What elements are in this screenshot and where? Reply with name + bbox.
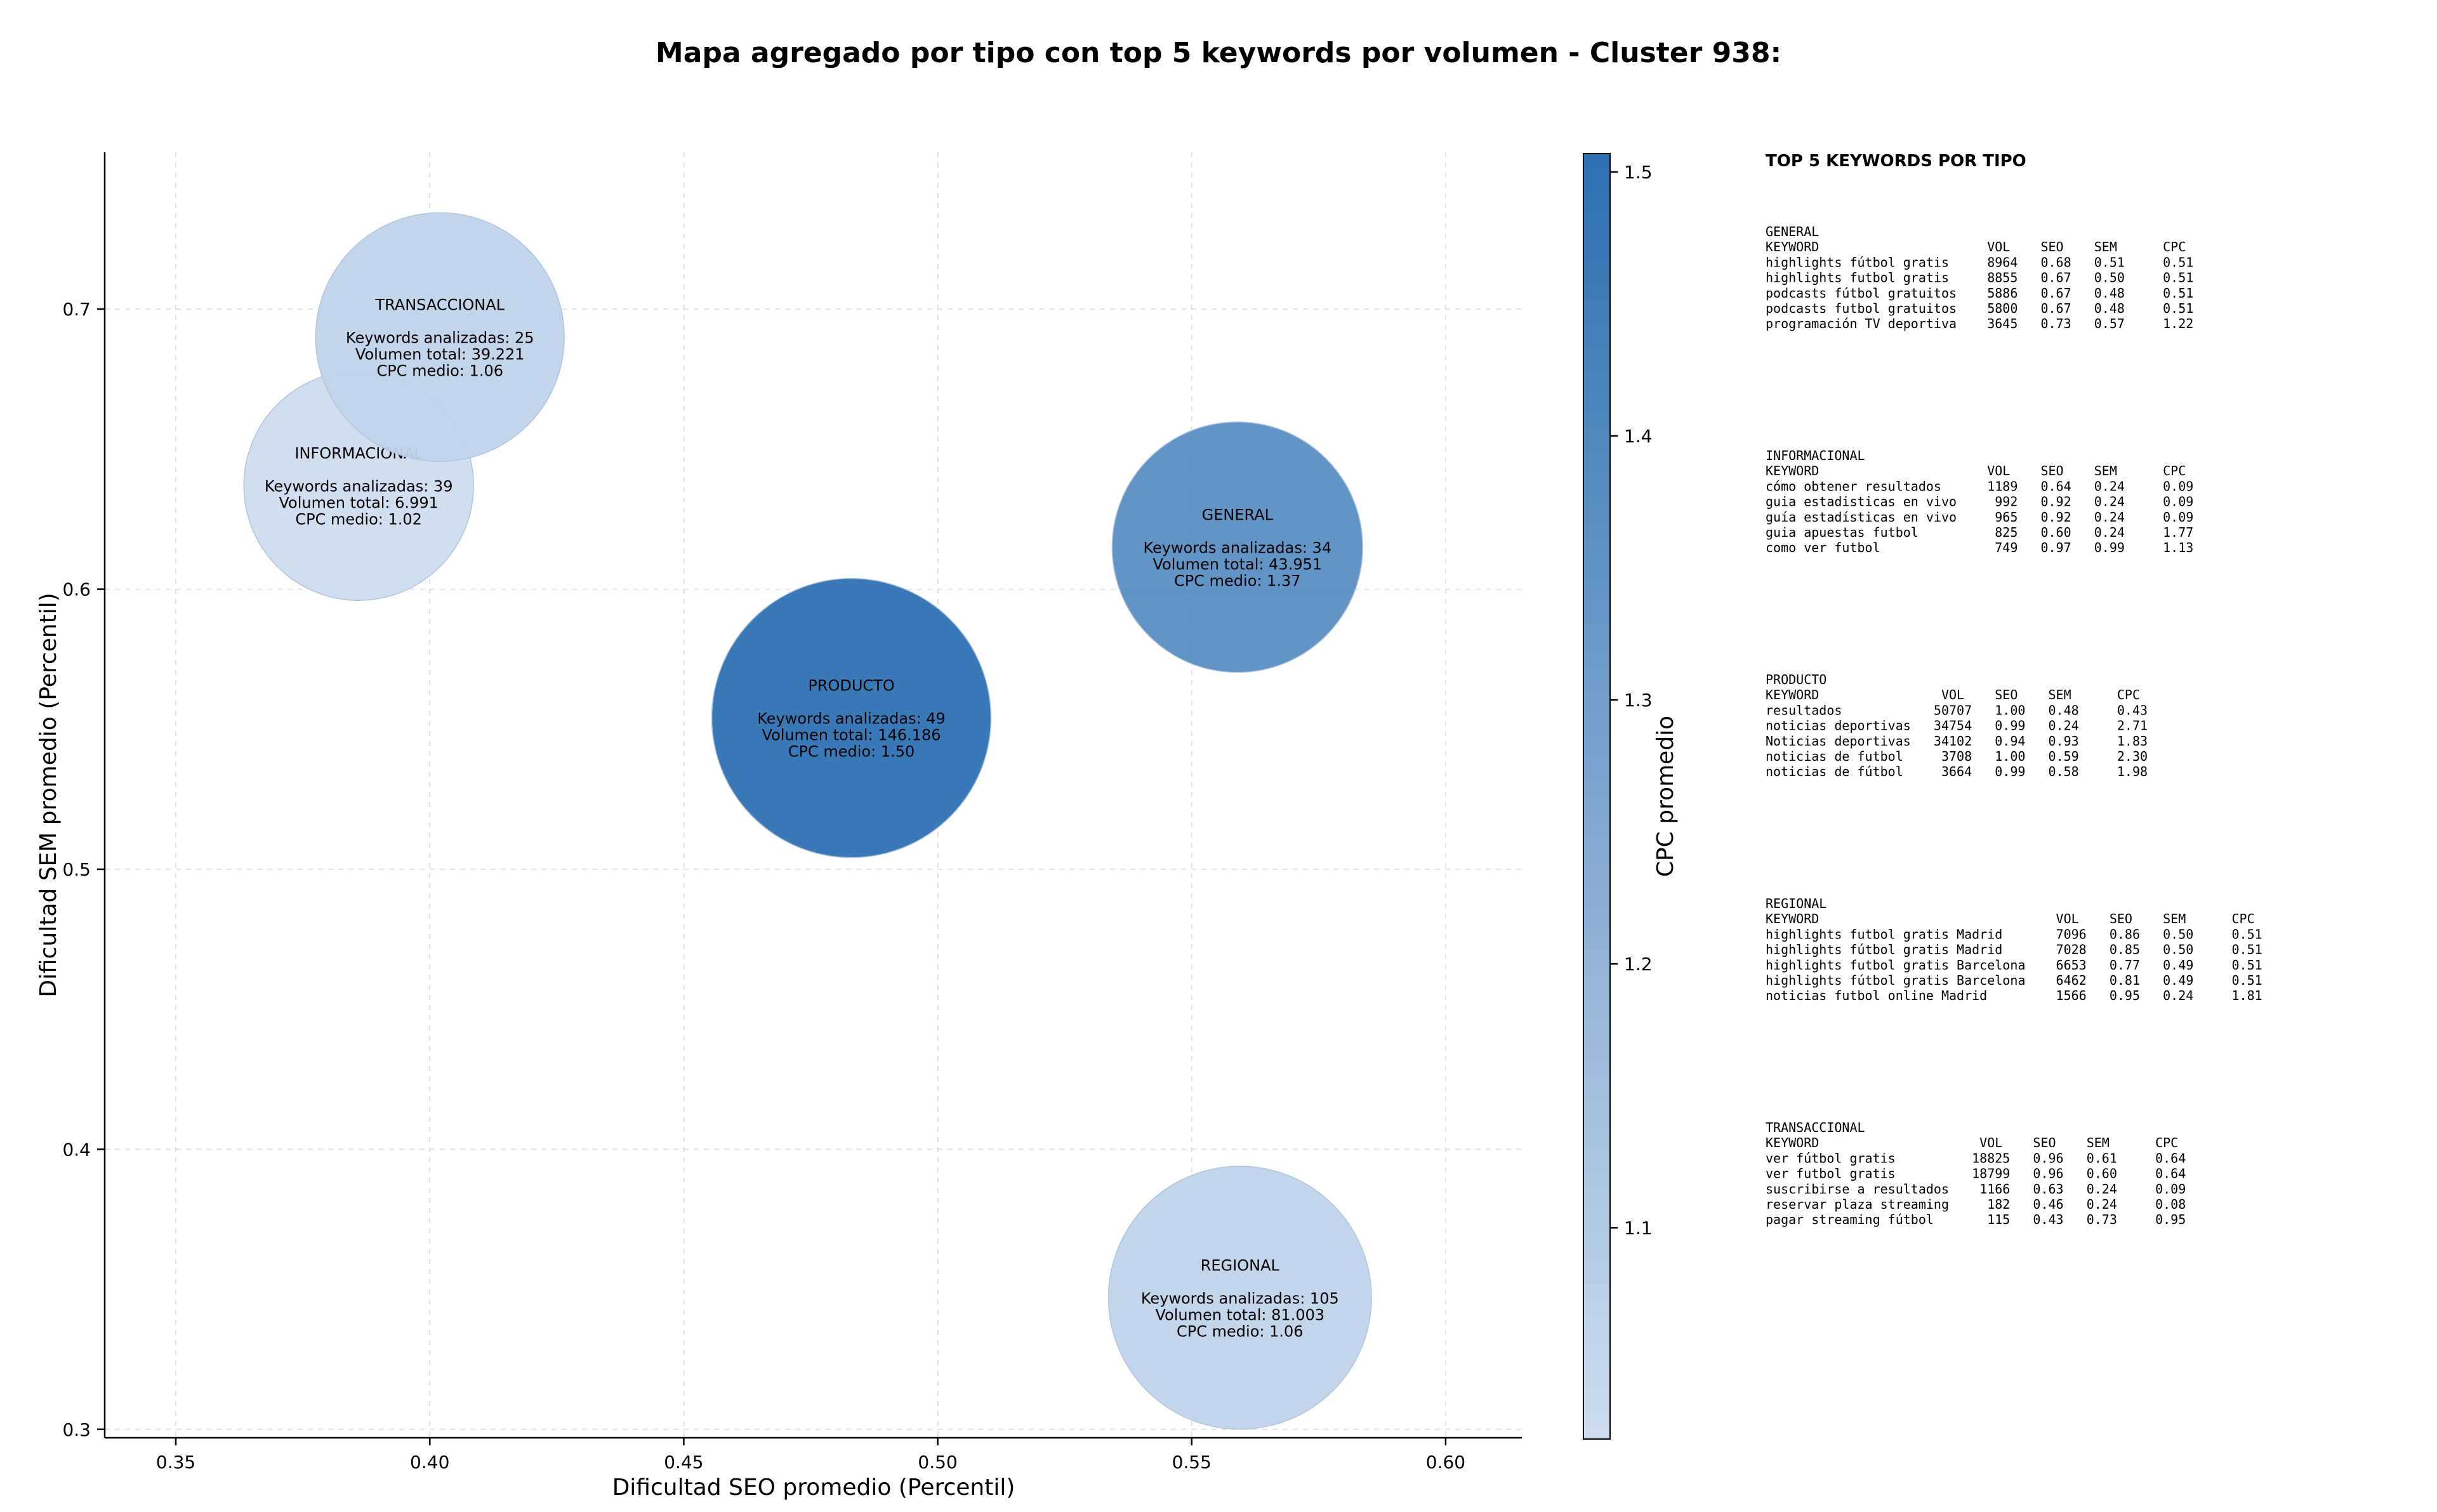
bubble-stat: Volumen total: 43.951	[1152, 555, 1322, 573]
chart-title: Mapa agregado por tipo con top 5 keyword…	[656, 37, 1781, 69]
bubble-title: PRODUCTO	[808, 677, 894, 695]
bubble-circle	[1111, 421, 1363, 673]
keyword-block-header: KEYWORD VOL SEO SEM CPC	[1766, 239, 2186, 254]
keyword-block-header: KEYWORD VOL SEO SEM CPC	[1766, 463, 2186, 478]
keyword-row: cómo obtener resultados 1189 0.64 0.24 0…	[1766, 478, 2193, 494]
bubble-title: TRANSACCIONAL	[374, 296, 505, 313]
keyword-row: programación TV deportiva 3645 0.73 0.57…	[1766, 316, 2193, 331]
x-tick-label: 0.50	[918, 1452, 957, 1473]
bubble-stat: Keywords analizadas: 49	[757, 710, 946, 728]
bubble-stat: Keywords analizadas: 25	[346, 329, 534, 346]
colorbar-tick-label: 1.4	[1624, 426, 1653, 447]
keyword-row: podcasts fútbol gratuitos 5886 0.67 0.48…	[1766, 286, 2193, 301]
bubble-stat: Keywords analizadas: 39	[265, 477, 453, 495]
keyword-row: highlights fútbol gratis Madrid 7028 0.8…	[1766, 942, 2262, 957]
x-tick-label: 0.45	[664, 1452, 703, 1473]
keyword-row: noticias deportivas 34754 0.99 0.24 2.71	[1766, 718, 2148, 733]
keyword-row: highlights fútbol gratis 8964 0.68 0.51 …	[1766, 254, 2193, 270]
keyword-row: highlights futbol gratis Madrid 7096 0.8…	[1766, 926, 2262, 942]
x-tick-label: 0.35	[156, 1452, 195, 1473]
colorbar-gradient	[1583, 153, 1611, 1440]
colorbar-label: CPC promedio	[1653, 716, 1679, 877]
bubble-regional[interactable]: REGIONAL Keywords analizadas: 105Volumen …	[1107, 1166, 1372, 1430]
keyword-row: highlights futbol gratis 8855 0.67 0.50 …	[1766, 270, 2193, 286]
colorbar-tick-label: 1.1	[1624, 1218, 1653, 1239]
bubble-stat: CPC medio: 1.02	[295, 510, 422, 528]
keyword-row: noticias de fútbol 3664 0.99 0.58 1.98	[1766, 764, 2148, 779]
colorbar-tick-label: 1.5	[1624, 162, 1653, 183]
axes-layer: 0.35 0.40 0.45 0.50 0.55 0.60 0.3 0.4 0.5 0.6 0.7	[62, 152, 1522, 1473]
keyword-block-title: TRANSACCIONAL	[1766, 1120, 1865, 1135]
keyword-row: guía estadísticas en vivo 965 0.92 0.24 …	[1766, 509, 2193, 525]
keyword-block-title: GENERAL	[1766, 224, 1819, 239]
bubble-title: GENERAL	[1202, 506, 1274, 523]
keyword-row: como ver futbol 749 0.97 0.99 1.13	[1766, 540, 2193, 555]
y-tick-label: 0.5	[62, 859, 91, 880]
keyword-row: guia estadisticas en vivo 992 0.92 0.24 …	[1766, 494, 2193, 509]
keyword-row: resultados 50707 1.00 0.48 0.43	[1766, 702, 2148, 718]
bubble-stat: CPC medio: 1.50	[788, 743, 915, 761]
keyword-row: reservar plaza streaming 182 0.46 0.24 0…	[1766, 1197, 2186, 1212]
keyword-row: Noticias deportivas 34102 0.94 0.93 1.83	[1766, 733, 2148, 749]
keyword-row: ver futbol gratis 18799 0.96 0.60 0.64	[1766, 1166, 2186, 1181]
bubble-circle	[315, 212, 565, 462]
colorbar-tick-label: 1.3	[1624, 690, 1653, 711]
keyword-row: highlights fútbol gratis Barcelona 6462 …	[1766, 973, 2262, 988]
keyword-row: noticias de futbol 3708 1.00 0.59 2.30	[1766, 749, 2148, 764]
keyword-block-title: REGIONAL	[1766, 896, 1826, 911]
colorbar: 1.1 1.2 1.3 1.4 1.5 CPC promedio	[1583, 153, 1679, 1440]
keyword-block-header: KEYWORD VOL SEO SEM CPC	[1766, 687, 2140, 702]
y-tick-label: 0.6	[62, 579, 91, 600]
keyword-row: guia apuestas futbol 825 0.60 0.24 1.77	[1766, 525, 2193, 540]
x-tick-label: 0.55	[1172, 1452, 1212, 1473]
bubble-stat: Volumen total: 39.221	[355, 345, 525, 363]
side-panel-title: TOP 5 KEYWORDS POR TIPO	[1766, 152, 2026, 171]
bubble-stat: Keywords analizadas: 105	[1141, 1289, 1339, 1307]
keyword-block-title: PRODUCTO	[1766, 672, 1826, 687]
bubble-stat: Volumen total: 6.991	[279, 494, 438, 511]
y-tick-label: 0.3	[62, 1419, 91, 1440]
y-tick-label: 0.7	[62, 299, 91, 320]
colorbar-tick-label: 1.2	[1624, 954, 1653, 975]
keyword-block-header: KEYWORD VOL SEO SEM CPC	[1766, 911, 2255, 926]
bubble-stat: Volumen total: 146.186	[762, 726, 941, 744]
bubble-stat: CPC medio: 1.37	[1174, 572, 1301, 589]
keyword-row: suscribirse a resultados 1166 0.63 0.24 …	[1766, 1181, 2186, 1197]
bubble-stat: CPC medio: 1.06	[1177, 1322, 1304, 1340]
bubble-circle	[1107, 1166, 1372, 1430]
bubble-stat: Keywords analizadas: 34	[1143, 539, 1331, 556]
keyword-row: ver fútbol gratis 18825 0.96 0.61 0.64	[1766, 1150, 2186, 1166]
x-axis-label: Dificultad SEO promedio (Percentil)	[612, 1475, 1015, 1501]
keyword-row: pagar streaming fútbol 115 0.43 0.73 0.9…	[1766, 1212, 2186, 1227]
keyword-block-title: INFORMACIONAL	[1766, 448, 1865, 463]
keyword-row: highlights futbol gratis Barcelona 6653 …	[1766, 957, 2262, 973]
bubble-stat: Volumen total: 81.003	[1155, 1306, 1324, 1324]
y-axis-label: Dificultad SEM promedio (Percentil)	[36, 593, 62, 997]
keyword-row: podcasts futbol gratuitos 5800 0.67 0.48…	[1766, 301, 2193, 316]
bubble-title: REGIONAL	[1201, 1256, 1280, 1274]
keyword-block-header: KEYWORD VOL SEO SEM CPC	[1766, 1135, 2178, 1150]
bubble-circle	[711, 577, 992, 858]
bubble-stat: CPC medio: 1.06	[376, 362, 503, 379]
bubble-transaccional[interactable]: TRANSACCIONAL Keywords analizadas: 25Volu…	[315, 212, 565, 462]
y-tick-label: 0.4	[62, 1139, 91, 1160]
x-tick-label: 0.40	[410, 1452, 449, 1473]
x-tick-label: 0.60	[1426, 1452, 1465, 1473]
keyword-row: noticias futbol online Madrid 1566 0.95 …	[1766, 988, 2262, 1003]
